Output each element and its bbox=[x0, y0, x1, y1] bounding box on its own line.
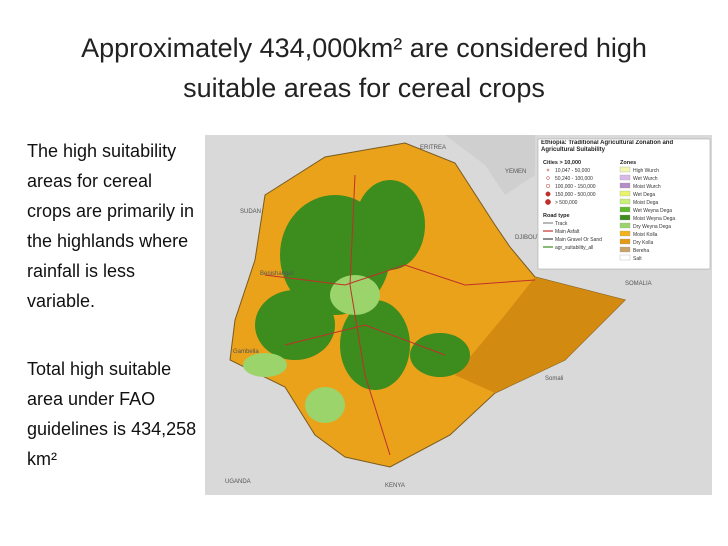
zone-area bbox=[340, 300, 410, 390]
legend-label: Track bbox=[555, 221, 568, 227]
country-label: Gambella bbox=[233, 349, 259, 355]
legend-label: Main Gravel Or Sand bbox=[555, 237, 602, 243]
country-label: ERITREA bbox=[420, 145, 446, 151]
legend-heading: Zones bbox=[620, 160, 636, 166]
legend: Ethiopia: Traditional Agricultural Zonat… bbox=[537, 138, 711, 270]
legend-label: agr_suitability_all bbox=[555, 245, 593, 251]
zone-area bbox=[355, 180, 425, 270]
legend-label: Dry Kolla bbox=[633, 240, 654, 246]
country-label: DJIBOUTI bbox=[515, 235, 543, 241]
legend-label: Bereha bbox=[633, 248, 649, 254]
legend-heading: Cities > 10,000 bbox=[543, 160, 581, 166]
legend-label: Moist Dega bbox=[633, 200, 659, 206]
country-label: KENYA bbox=[385, 483, 405, 489]
road bbox=[264, 264, 536, 286]
zone-area bbox=[410, 333, 470, 377]
country-label: UGANDA bbox=[225, 479, 251, 485]
country-label: SOMALIA bbox=[625, 281, 652, 287]
country-labels: ERITREA SUDAN YEMEN DJIBOUTI SOMALIA KEN… bbox=[225, 145, 652, 489]
zone-swatch bbox=[619, 222, 631, 229]
legend-label: > 500,000 bbox=[555, 200, 578, 206]
legend-label: Moist Weyna Dega bbox=[633, 216, 675, 222]
legend-label: 10,047 - 50,000 bbox=[555, 168, 590, 174]
zone-swatch bbox=[619, 182, 631, 189]
legend-label: Salt bbox=[633, 256, 642, 262]
legend-label: Dry Weyna Dega bbox=[633, 224, 671, 230]
legend-title: Ethiopia: Traditional Agricultural Zonat… bbox=[541, 140, 674, 153]
road bbox=[349, 174, 391, 456]
country-label: Somali bbox=[545, 376, 563, 382]
city-symbol bbox=[546, 168, 550, 172]
country-label: YEMEN bbox=[505, 169, 526, 175]
city-symbol bbox=[545, 191, 551, 197]
city-symbol bbox=[546, 176, 550, 180]
paragraph: Total high suitable area under FAO guide… bbox=[27, 359, 197, 469]
road bbox=[284, 324, 446, 356]
sea bbox=[445, 135, 535, 195]
zone-swatch bbox=[619, 230, 631, 237]
legend-label: Wet Weyna Dega bbox=[633, 208, 672, 214]
zone-area bbox=[305, 387, 345, 423]
country-label: SUDAN bbox=[240, 209, 261, 215]
zone-swatch bbox=[619, 198, 631, 205]
legend-label: High Wurch bbox=[633, 168, 659, 174]
paragraph: The high suitability areas for cereal cr… bbox=[27, 141, 195, 311]
map: ERITREA SUDAN YEMEN DJIBOUTI SOMALIA KEN… bbox=[205, 135, 712, 495]
legend-heading: Road type bbox=[543, 213, 570, 219]
legend-label: Moist Wurch bbox=[633, 184, 661, 190]
zone-area bbox=[243, 353, 287, 377]
zone-swatch bbox=[619, 166, 631, 173]
zone-area bbox=[330, 275, 380, 315]
slide-title: Approximately 434,000km² are considered … bbox=[81, 33, 647, 103]
city-symbol bbox=[545, 199, 551, 205]
legend-label: Main Asfalt bbox=[555, 229, 580, 235]
zone-swatch bbox=[619, 254, 631, 261]
zone-area bbox=[255, 290, 335, 360]
legend-label: 150,000 - 500,000 bbox=[555, 192, 596, 198]
roads bbox=[264, 174, 536, 456]
legend-title-box: Ethiopia: Traditional Agricultural Zonat… bbox=[541, 140, 674, 153]
zone-swatch bbox=[619, 238, 631, 245]
zone-swatch bbox=[619, 190, 631, 197]
zone-swatch bbox=[619, 174, 631, 181]
legend-label: 100,000 - 150,000 bbox=[555, 184, 596, 190]
country-label: Benishangul bbox=[260, 271, 293, 277]
zone-swatch bbox=[619, 206, 631, 213]
legend-label: Moist Kolla bbox=[633, 232, 658, 238]
legend-label: Wet Wurch bbox=[633, 176, 658, 182]
city-symbol bbox=[545, 183, 551, 189]
legend-label: Wet Dega bbox=[633, 192, 655, 198]
zone-area bbox=[455, 277, 625, 393]
legend-label: 50,240 - 100,000 bbox=[555, 176, 593, 182]
zone-swatch bbox=[619, 246, 631, 253]
zone-swatch bbox=[619, 214, 631, 221]
